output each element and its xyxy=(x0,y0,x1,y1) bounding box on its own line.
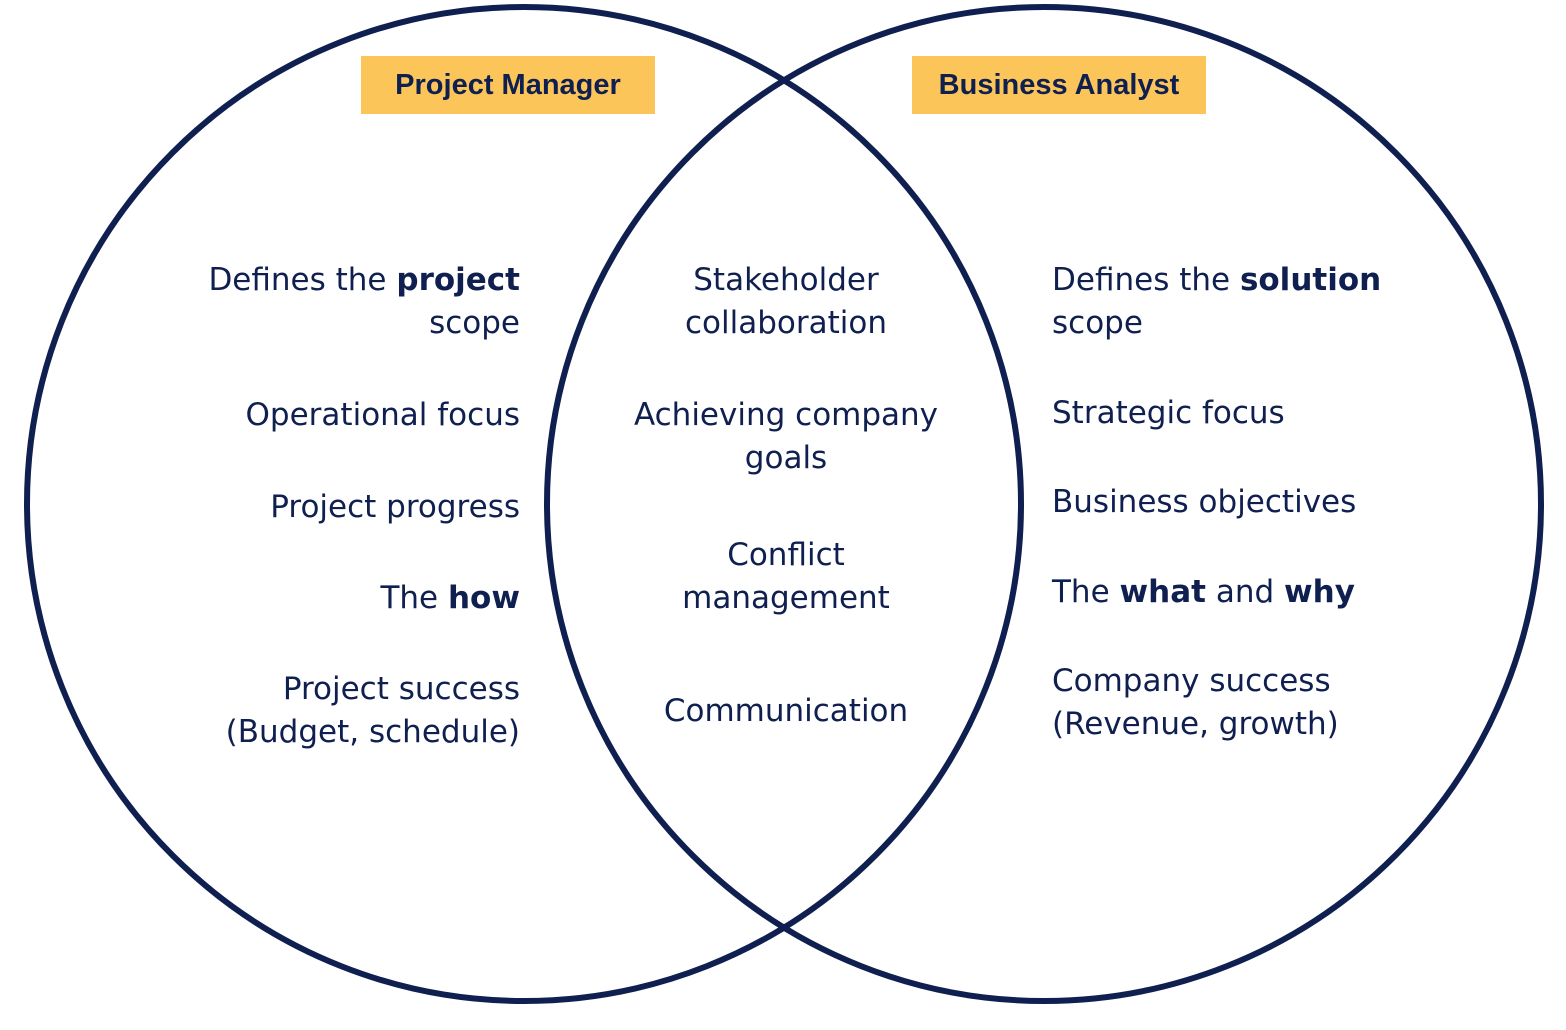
overlap-item-4-text: Communication xyxy=(663,693,909,729)
pm-item-project-scope: Defines the project scope xyxy=(208,259,520,345)
ba-item-4-prefix: The xyxy=(1052,574,1120,610)
overlap-item-3-line2: management xyxy=(682,580,890,616)
pm-item-1-line2: scope xyxy=(429,305,520,341)
overlap-item-stakeholder-collaboration: Stakeholder collaboration xyxy=(586,259,986,345)
ba-item-5-line1: Company success xyxy=(1052,663,1331,699)
overlap-item-company-goals: Achieving company goals xyxy=(586,394,986,480)
pm-item-1-prefix: Defines the xyxy=(208,262,397,298)
overlap-item-3-line1: Conflict xyxy=(727,537,845,573)
ba-item-1-prefix: Defines the xyxy=(1052,262,1240,298)
pm-item-5-line1: Project success xyxy=(282,671,520,707)
overlap-item-communication: Communication xyxy=(586,690,986,733)
pm-item-5-line2: (Budget, schedule) xyxy=(225,714,520,750)
pm-item-project-progress: Project progress xyxy=(270,486,520,529)
ba-item-5-line2: (Revenue, growth) xyxy=(1052,706,1339,742)
ba-item-3-text: Business objectives xyxy=(1052,484,1357,520)
overlap-item-1-line1: Stakeholder xyxy=(693,262,879,298)
project-manager-title-text: Project Manager xyxy=(395,68,621,101)
ba-item-4-middle: and xyxy=(1205,574,1284,610)
ba-item-1-line2: scope xyxy=(1052,305,1143,341)
pm-item-2-text: Operational focus xyxy=(245,397,520,433)
ba-item-what-and-why: The what and why xyxy=(1052,571,1355,614)
ba-item-1-bold: solution xyxy=(1239,262,1382,298)
ba-item-business-objectives: Business objectives xyxy=(1052,481,1356,524)
right-circle-business-analyst xyxy=(544,4,1544,1004)
ba-item-company-success: Company success (Revenue, growth) xyxy=(1052,660,1339,746)
left-circle-project-manager xyxy=(24,4,1024,1004)
overlap-item-2-line2: goals xyxy=(744,440,828,476)
overlap-item-1-line2: collaboration xyxy=(685,305,887,341)
pm-item-4-bold: how xyxy=(447,580,520,616)
ba-item-4-bold-what: what xyxy=(1119,574,1206,610)
ba-item-solution-scope: Defines the solution scope xyxy=(1052,259,1381,345)
pm-item-1-bold: project xyxy=(396,262,520,298)
business-analyst-title: Business Analyst xyxy=(912,56,1206,114)
pm-item-operational-focus: Operational focus xyxy=(246,394,520,437)
pm-item-4-prefix: The xyxy=(380,580,448,616)
pm-item-3-text: Project progress xyxy=(270,489,520,525)
ba-item-strategic-focus: Strategic focus xyxy=(1052,392,1285,435)
business-analyst-title-text: Business Analyst xyxy=(938,68,1180,101)
project-manager-title: Project Manager xyxy=(361,56,655,114)
overlap-item-conflict-management: Conflict management xyxy=(586,534,986,620)
overlap-item-2-line1: Achieving company xyxy=(633,397,939,433)
ba-item-2-text: Strategic focus xyxy=(1052,395,1285,431)
pm-item-project-success: Project success (Budget, schedule) xyxy=(226,668,520,754)
pm-item-the-how: The how xyxy=(380,577,520,620)
ba-item-4-bold-why: why xyxy=(1284,574,1355,610)
